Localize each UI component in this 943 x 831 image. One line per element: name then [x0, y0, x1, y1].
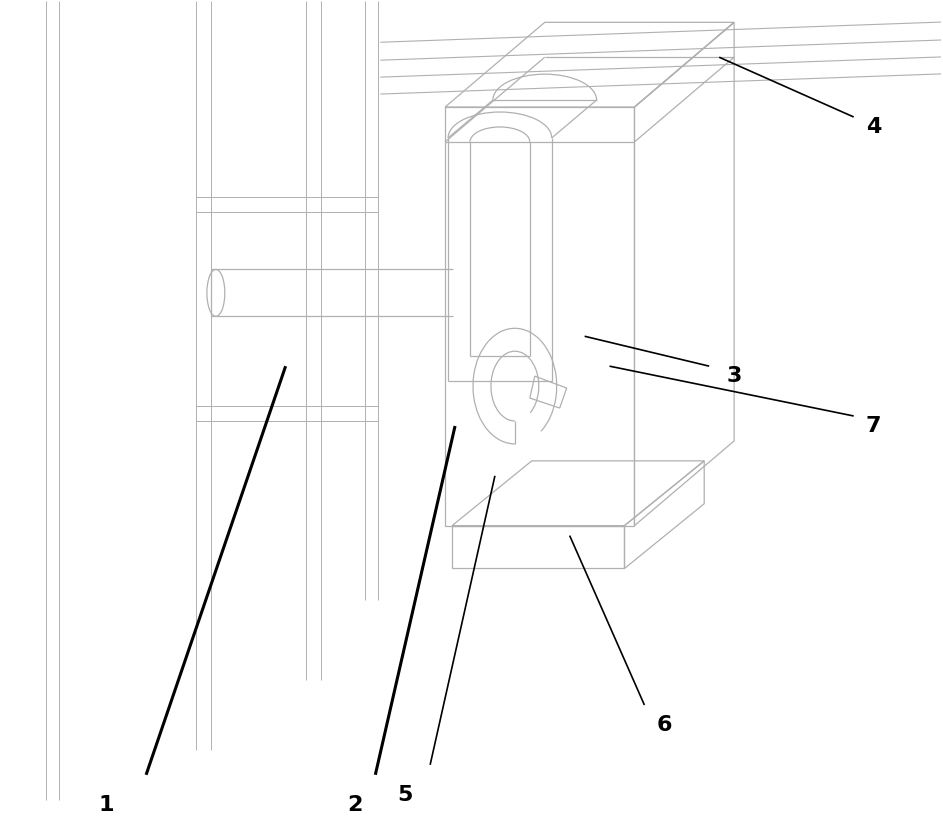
Text: 1: 1	[98, 794, 114, 814]
Text: 2: 2	[348, 794, 363, 814]
Text: 3: 3	[726, 366, 742, 386]
Text: 4: 4	[866, 117, 882, 137]
Text: 6: 6	[656, 715, 672, 735]
Text: 7: 7	[866, 416, 882, 436]
Text: 5: 5	[398, 784, 413, 804]
